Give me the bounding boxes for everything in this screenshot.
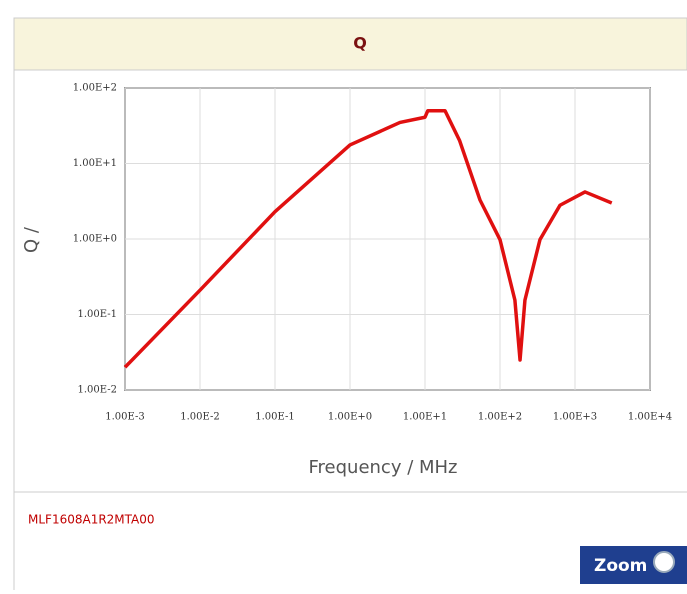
y-axis-label: Q / [21, 226, 42, 253]
x-tick-label: 1.00E+4 [628, 412, 672, 423]
y-tick-label: 1.00E+1 [73, 158, 117, 169]
y-tick-label: 1.00E+2 [73, 83, 117, 94]
x-tick-label: 1.00E-1 [255, 412, 295, 423]
x-tick-label: 1.00E+0 [328, 412, 372, 423]
x-tick-label: 1.00E+1 [403, 412, 447, 423]
line-series [123, 108, 613, 369]
x-axis-label: Frequency / MHz [308, 457, 457, 478]
chart-title: Q [353, 34, 367, 53]
zoom-button[interactable]: Zoom [580, 546, 687, 584]
x-tick-label: 1.00E+2 [478, 412, 522, 423]
x-tick-label: 1.00E-3 [105, 412, 145, 423]
zoom-icon[interactable] [653, 551, 675, 573]
zoom-label[interactable]: Zoom [594, 556, 647, 576]
x-tick-label: 1.00E+3 [553, 412, 597, 423]
y-tick-label: 1.00E+0 [73, 234, 117, 245]
header-band [13, 17, 687, 71]
y-tick-label: 1.00E-1 [78, 309, 118, 320]
part-number: MLF1608A1R2MTA00 [28, 513, 155, 527]
x-tick-label: 1.00E-2 [180, 412, 220, 423]
y-tick-label: 1.00E-2 [78, 385, 118, 396]
